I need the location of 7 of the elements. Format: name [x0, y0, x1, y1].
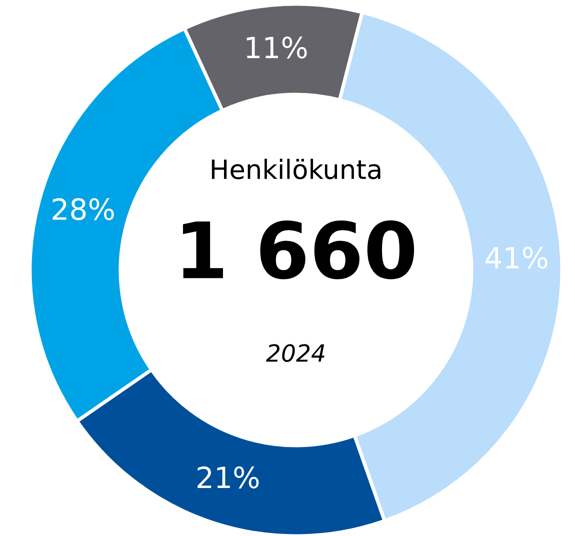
data-label: 11% [246, 36, 307, 59]
text: 1 660 [183, 220, 414, 280]
data-label: 41% [486, 246, 548, 269]
data-label: 21% [198, 466, 259, 488]
text: Henkilökunta [212, 158, 380, 180]
text: 2024 [266, 344, 324, 362]
data-label: 28% [52, 198, 114, 220]
